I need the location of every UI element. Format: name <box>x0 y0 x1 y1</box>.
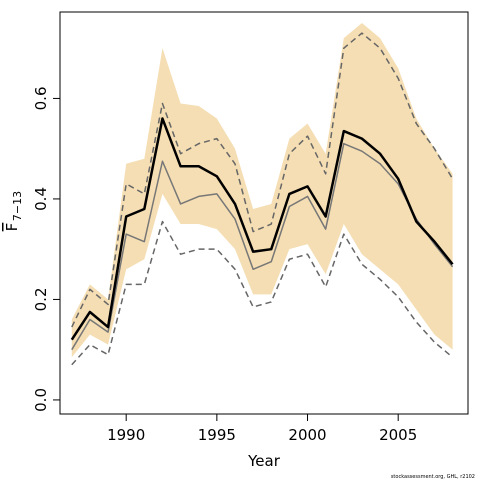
ci-bound-line-2 <box>71 220 454 366</box>
y-tick-label: 0.2 <box>32 288 50 312</box>
ci-bound-line-1 <box>71 32 454 328</box>
plot-layer <box>70 23 454 366</box>
x-axis: 1990 1995 2000 2005 <box>107 413 417 444</box>
y-tick-label: 0.0 <box>32 388 50 412</box>
y-axis-label-main: F <box>3 223 21 232</box>
y-tick-label: 0.6 <box>32 87 50 111</box>
x-tick-label: 2005 <box>379 426 417 444</box>
y-axis-label: F 7−13 <box>3 191 24 231</box>
y-axis: 0.0 0.2 0.4 0.6 <box>32 87 61 412</box>
x-tick-label: 1995 <box>198 426 236 444</box>
footer-credit: stockassessment.org, GHL, r2102 <box>391 474 475 480</box>
y-tick-label: 0.4 <box>32 187 50 211</box>
y-axis-label-sub: 7−13 <box>11 191 24 221</box>
estimate-line <box>70 117 454 341</box>
x-tick-label: 1990 <box>107 426 145 444</box>
x-tick-label: 2000 <box>288 426 326 444</box>
confidence-band <box>71 23 453 358</box>
x-axis-label: Year <box>247 452 281 470</box>
median-line <box>71 142 454 351</box>
